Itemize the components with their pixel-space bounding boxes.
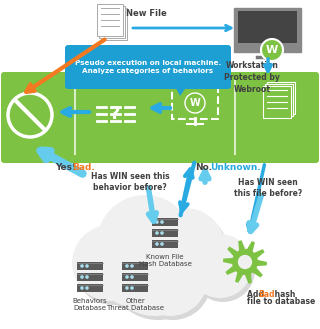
FancyBboxPatch shape (238, 11, 297, 43)
Text: Workstation
Protected by
Webroot: Workstation Protected by Webroot (224, 61, 280, 93)
Text: Known File
Hash Database: Known File Hash Database (139, 254, 191, 267)
Circle shape (130, 264, 134, 268)
Circle shape (145, 208, 225, 288)
Circle shape (125, 264, 129, 268)
Circle shape (130, 286, 134, 290)
Circle shape (155, 220, 159, 224)
Circle shape (8, 93, 52, 137)
Circle shape (125, 286, 129, 290)
FancyBboxPatch shape (122, 262, 148, 270)
Text: New File: New File (126, 10, 167, 18)
Text: ?: ? (110, 105, 120, 123)
Circle shape (80, 264, 84, 268)
Text: Bad.: Bad. (72, 164, 95, 172)
FancyBboxPatch shape (263, 86, 291, 118)
Text: Has WIN seen this
behavior before?: Has WIN seen this behavior before? (91, 172, 169, 192)
Text: Behaviors
Database: Behaviors Database (73, 298, 107, 312)
Circle shape (160, 220, 164, 224)
Text: Sandbox: Sandbox (175, 166, 215, 175)
Circle shape (188, 234, 252, 298)
Text: File  Hash: File Hash (255, 166, 301, 175)
FancyBboxPatch shape (152, 218, 178, 226)
Circle shape (85, 264, 89, 268)
Circle shape (132, 240, 208, 316)
FancyBboxPatch shape (1, 72, 319, 163)
FancyBboxPatch shape (234, 8, 301, 52)
Circle shape (108, 220, 208, 320)
Circle shape (100, 246, 160, 306)
FancyBboxPatch shape (77, 273, 103, 281)
Text: No.: No. (195, 164, 212, 172)
Circle shape (155, 242, 159, 246)
Text: Bad: Bad (258, 290, 275, 299)
Circle shape (85, 286, 89, 290)
FancyBboxPatch shape (77, 284, 103, 292)
Text: Other
Threat Database: Other Threat Database (106, 298, 164, 312)
Text: Add: Add (247, 290, 267, 299)
Circle shape (148, 212, 228, 292)
Text: file to database: file to database (247, 297, 315, 306)
Circle shape (135, 244, 211, 320)
Circle shape (103, 250, 163, 310)
Circle shape (185, 93, 205, 113)
Text: Pseudo execution on local machine.
Analyze categories of behaviors: Pseudo execution on local machine. Analy… (75, 60, 221, 74)
Circle shape (238, 255, 252, 269)
Circle shape (191, 238, 255, 302)
Text: Unknown.: Unknown. (210, 164, 261, 172)
FancyBboxPatch shape (65, 45, 231, 89)
FancyBboxPatch shape (97, 4, 123, 36)
Circle shape (105, 216, 205, 316)
FancyBboxPatch shape (122, 273, 148, 281)
Polygon shape (175, 86, 187, 96)
Circle shape (97, 195, 193, 291)
Circle shape (72, 225, 148, 301)
FancyBboxPatch shape (101, 8, 127, 40)
Text: Behavioral
Analysis &
Categorization: Behavioral Analysis & Categorization (86, 166, 144, 187)
Circle shape (75, 229, 151, 305)
Text: hash: hash (272, 290, 295, 299)
FancyBboxPatch shape (152, 229, 178, 237)
Text: Has WIN seen
this file before?: Has WIN seen this file before? (234, 178, 302, 198)
Circle shape (80, 275, 84, 279)
Circle shape (261, 39, 283, 61)
Text: W: W (190, 98, 200, 108)
FancyBboxPatch shape (122, 284, 148, 292)
Circle shape (100, 199, 196, 295)
Text: Yes!: Yes! (55, 164, 76, 172)
Polygon shape (223, 240, 267, 284)
Text: W: W (266, 45, 278, 55)
FancyBboxPatch shape (265, 84, 293, 116)
Circle shape (160, 242, 164, 246)
FancyBboxPatch shape (152, 240, 178, 248)
Circle shape (125, 275, 129, 279)
Text: Block: Block (17, 166, 43, 175)
FancyBboxPatch shape (267, 82, 295, 114)
Circle shape (80, 286, 84, 290)
Circle shape (160, 231, 164, 235)
Circle shape (130, 275, 134, 279)
Circle shape (155, 231, 159, 235)
FancyBboxPatch shape (99, 6, 125, 38)
FancyBboxPatch shape (77, 262, 103, 270)
Circle shape (85, 275, 89, 279)
